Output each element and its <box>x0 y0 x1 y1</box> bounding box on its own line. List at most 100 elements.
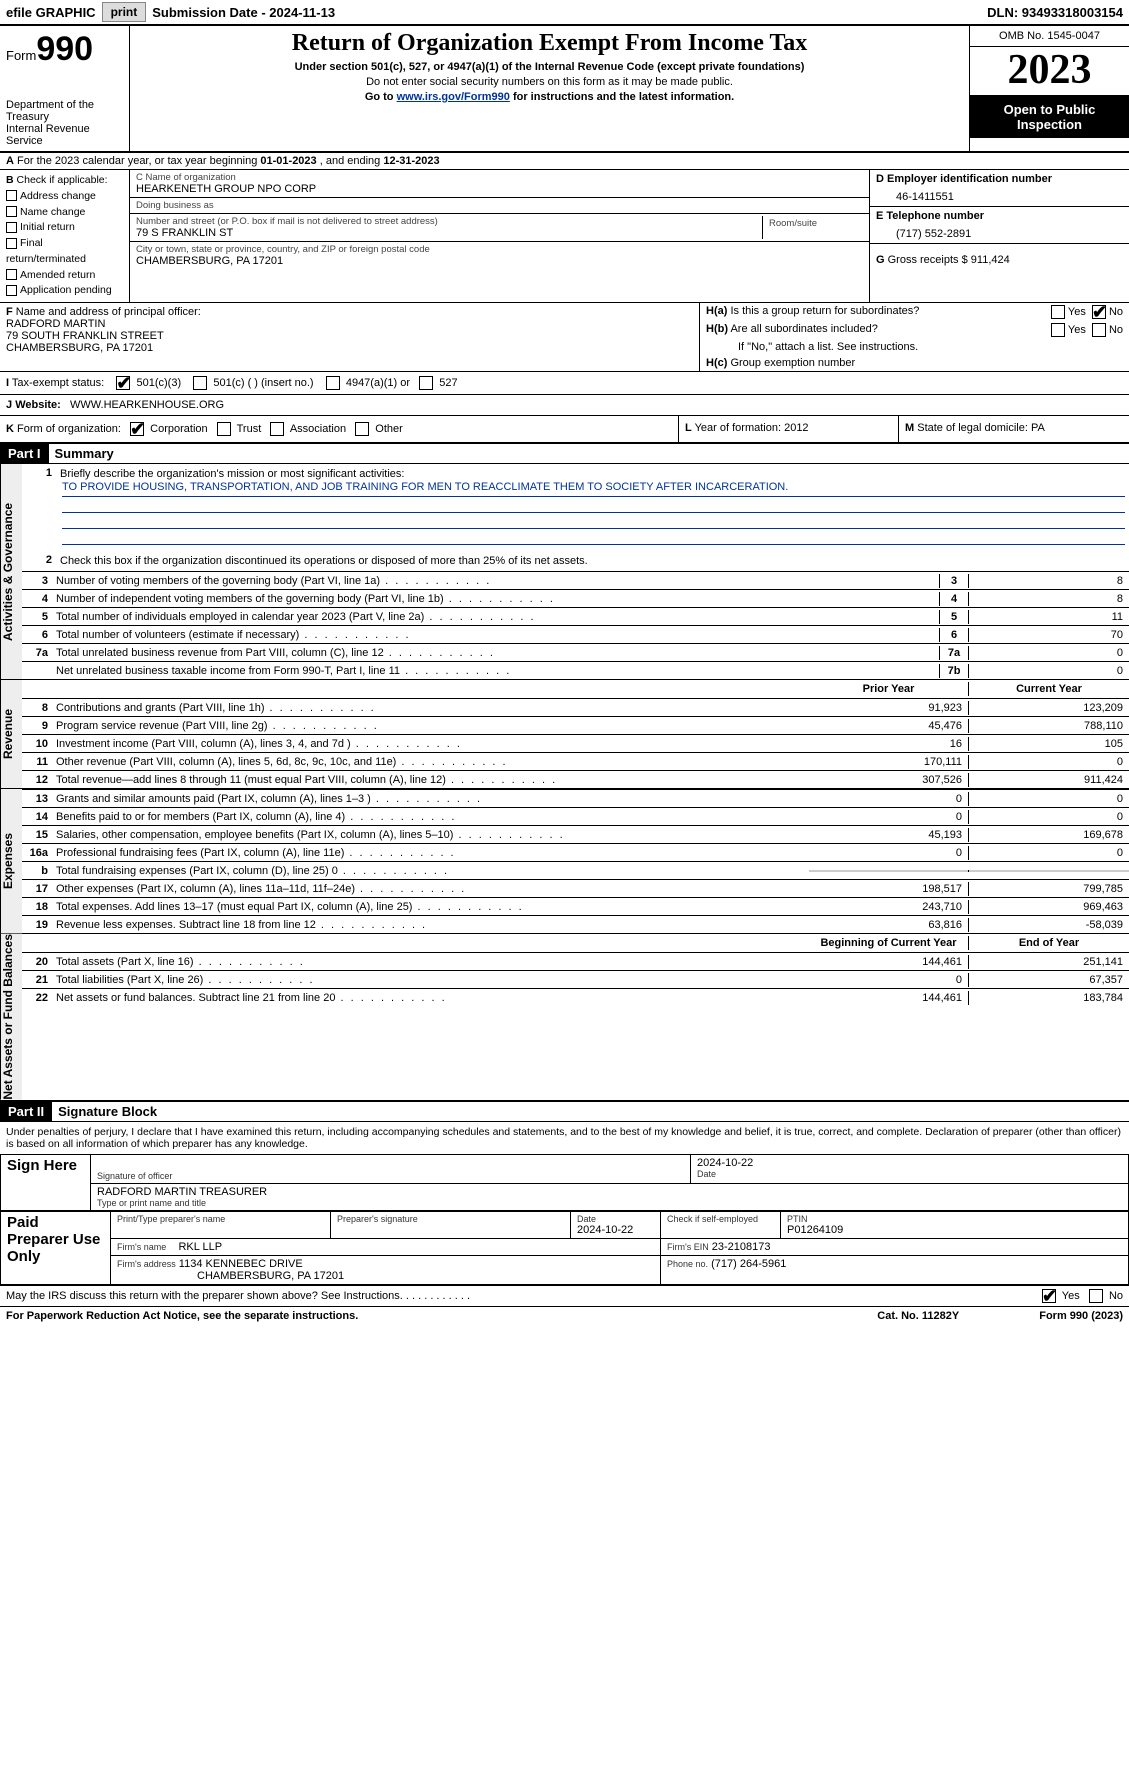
tax-year: 2023 <box>970 47 1129 96</box>
hc-label: H(c) <box>706 357 727 369</box>
sign-table: Sign Here Signature of officer 2024-10-2… <box>0 1154 1129 1211</box>
e-value: (717) 552-2891 <box>876 222 1123 240</box>
k-trust-chk[interactable] <box>217 422 231 436</box>
chk-initial-return[interactable] <box>6 222 17 233</box>
line-desc: Other expenses (Part IX, column (A), lin… <box>52 882 809 896</box>
line-current: 0 <box>969 755 1129 769</box>
i-527-chk[interactable] <box>419 376 433 390</box>
form990-link[interactable]: www.irs.gov/Form990 <box>397 91 510 103</box>
i-501c-chk[interactable] <box>193 376 207 390</box>
line-desc: Investment income (Part VIII, column (A)… <box>52 737 809 751</box>
line-current: -58,039 <box>969 918 1129 932</box>
l-label: L <box>685 422 692 434</box>
data-line: 8 Contributions and grants (Part VIII, l… <box>22 698 1129 716</box>
k-label: K <box>6 423 14 435</box>
dln-number: DLN: 93493318003154 <box>987 5 1123 20</box>
hb-yes-chk[interactable] <box>1051 323 1065 337</box>
line-num: 8 <box>22 702 52 714</box>
firm-ein: 23-2108173 <box>712 1241 771 1253</box>
sign-here-label: Sign Here <box>1 1154 91 1210</box>
section-h: H(a) Is this a group return for subordin… <box>699 303 1129 371</box>
form-number-block: Form990 <box>6 30 123 69</box>
dept-treasury: Department of the Treasury <box>6 99 123 123</box>
omb-number: OMB No. 1545-0047 <box>970 26 1129 47</box>
ag-desc: Total unrelated business revenue from Pa… <box>52 646 939 660</box>
b-item-3: Final return/terminated <box>6 237 86 265</box>
form-header: Form990 Department of the Treasury Inter… <box>0 26 1129 153</box>
i-4947-chk[interactable] <box>326 376 340 390</box>
form-title: Return of Organization Exempt From Incom… <box>138 30 961 57</box>
chk-app-pending[interactable] <box>6 285 17 296</box>
mission-blank1 <box>62 497 1125 513</box>
m-text: State of legal domicile: <box>917 422 1028 434</box>
c-city: CHAMBERSBURG, PA 17201 <box>136 255 863 267</box>
data-line: 9 Program service revenue (Part VIII, li… <box>22 716 1129 734</box>
l2-text: Check this box if the organization disco… <box>60 555 588 567</box>
a-begin: 01-01-2023 <box>260 155 316 167</box>
ag-val: 11 <box>969 610 1129 624</box>
ag-desc: Number of independent voting members of … <box>52 592 939 606</box>
i-label: I <box>6 377 9 389</box>
header-sub2: Do not enter social security numbers on … <box>138 76 961 88</box>
line-current: 0 <box>969 810 1129 824</box>
ag-num: 5 <box>22 611 52 623</box>
j-value: WWW.HEARKENHOUSE.ORG <box>70 399 224 411</box>
part1-title: Summary <box>49 444 120 463</box>
ag-section: Activities & Governance 1 Briefly descri… <box>0 464 1129 680</box>
chk-final-return[interactable] <box>6 238 17 249</box>
ag-key: 6 <box>939 628 969 642</box>
f-text: Name and address of principal officer: <box>16 306 201 318</box>
data-line: 13 Grants and similar amounts paid (Part… <box>22 789 1129 807</box>
l-text: Year of formation: <box>695 422 781 434</box>
k-opt2: Association <box>290 423 346 435</box>
discuss-no-chk[interactable] <box>1089 1289 1103 1303</box>
ag-val: 70 <box>969 628 1129 642</box>
ag-desc: Total number of individuals employed in … <box>52 610 939 624</box>
line-desc: Contributions and grants (Part VIII, lin… <box>52 701 809 715</box>
exp-section: Expenses 13 Grants and similar amounts p… <box>0 789 1129 934</box>
hb-no-chk[interactable] <box>1092 323 1106 337</box>
firm-ein-label: Firm's EIN <box>667 1242 709 1252</box>
form-prefix: Form <box>6 48 36 63</box>
b-item-2: Initial return <box>20 221 75 233</box>
i-501c3-chk[interactable] <box>116 376 130 390</box>
ag-num: 7a <box>22 647 52 659</box>
line-prior: 0 <box>809 792 969 806</box>
data-line: b Total fundraising expenses (Part IX, c… <box>22 861 1129 879</box>
chk-amended[interactable] <box>6 269 17 280</box>
line-current: 105 <box>969 737 1129 751</box>
discuss-yes: Yes <box>1062 1290 1080 1302</box>
k-assoc-chk[interactable] <box>270 422 284 436</box>
line-desc: Professional fundraising fees (Part IX, … <box>52 846 809 860</box>
c-street-label: Number and street (or P.O. box if mail i… <box>136 216 762 227</box>
ag-key: 3 <box>939 574 969 588</box>
k-other-chk[interactable] <box>355 422 369 436</box>
prep-date-label: Date <box>577 1214 654 1224</box>
line-current: 67,357 <box>969 973 1129 987</box>
ha-no-chk[interactable] <box>1092 305 1106 319</box>
discuss-yes-chk[interactable] <box>1042 1289 1056 1303</box>
m-label: M <box>905 422 914 434</box>
line-prior: 243,710 <box>809 900 969 914</box>
ag-key: 7a <box>939 646 969 660</box>
data-line: 12 Total revenue—add lines 8 through 11 … <box>22 770 1129 788</box>
b-check-label: Check if applicable: <box>17 174 108 186</box>
k-corp-chk[interactable] <box>130 422 144 436</box>
a-end: 12-31-2023 <box>383 155 439 167</box>
c-street: 79 S FRANKLIN ST <box>136 227 762 239</box>
chk-address-change[interactable] <box>6 190 17 201</box>
chk-name-change[interactable] <box>6 206 17 217</box>
line-num: 14 <box>22 811 52 823</box>
mission-blank2 <box>62 513 1125 529</box>
line-desc: Total fundraising expenses (Part IX, col… <box>52 864 809 878</box>
section-b: B Check if applicable: Address change Na… <box>0 170 130 302</box>
firm-addr1: 1134 KENNEBEC DRIVE <box>179 1258 303 1270</box>
print-button[interactable]: print <box>102 2 147 22</box>
line-num: 15 <box>22 829 52 841</box>
part1-hdr: Part I <box>0 444 49 463</box>
line-current: 0 <box>969 792 1129 806</box>
line-desc: Total expenses. Add lines 13–17 (must eq… <box>52 900 809 914</box>
sig-label: Signature of officer <box>97 1171 684 1181</box>
foot-right: Form 990 (2023) <box>1039 1310 1123 1322</box>
ha-yes-chk[interactable] <box>1051 305 1065 319</box>
